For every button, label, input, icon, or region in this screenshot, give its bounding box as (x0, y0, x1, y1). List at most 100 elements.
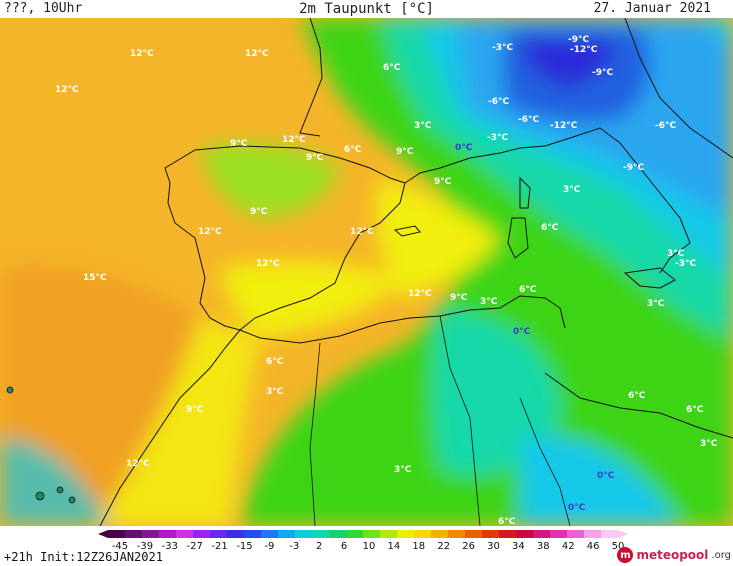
legend-tick-label: -45 (112, 541, 128, 552)
islands (6, 386, 76, 504)
temperature-label: 12°C (256, 259, 280, 269)
legend-max-arrow (618, 530, 628, 538)
color-swatch (108, 530, 126, 538)
temperature-label: 6°C (519, 285, 537, 295)
forecast-date: 27. Januar 2021 (593, 1, 711, 16)
legend-tick-label: 2 (316, 541, 322, 552)
temperature-label: 9°C (250, 207, 268, 217)
color-swatch (499, 530, 517, 538)
location-label: ???, 10Uhr (4, 1, 83, 16)
temperature-label: 12°C (408, 289, 432, 299)
temperature-label: 6°C (383, 63, 401, 73)
temperature-label: 9°C (230, 139, 248, 149)
temperature-label: -3°C (487, 133, 508, 143)
temperature-label: 3°C (700, 439, 718, 449)
logo-name: meteopool (636, 548, 709, 562)
color-swatch (193, 530, 211, 538)
temperature-label: 0°C (455, 143, 473, 153)
temperature-label: 12°C (282, 135, 306, 145)
temperature-label: 6°C (541, 223, 559, 233)
color-scale-bar (98, 530, 628, 538)
color-swatch (142, 530, 160, 538)
temperature-label: 3°C (414, 121, 432, 131)
color-swatch (550, 530, 568, 538)
legend-tick-label: 6 (341, 541, 347, 552)
legend-tick-label: -3 (289, 541, 299, 552)
coastlines (99, 18, 733, 526)
color-swatch (431, 530, 449, 538)
logo-mark-icon: m (617, 547, 634, 563)
color-swatch (397, 530, 415, 538)
temperature-label: -3°C (675, 259, 696, 269)
temperature-label: 9°C (396, 147, 414, 157)
color-swatch (210, 530, 228, 538)
legend-tick-label: -9 (264, 541, 274, 552)
temperature-labels: 12°C 12°C12°C6°C-3°C-9°C-12°C-9°C-6°C-6°C… (55, 35, 718, 526)
temperature-label: 9°C (306, 153, 324, 163)
dewpoint-map[interactable]: 12°C 12°C12°C6°C-3°C-9°C-12°C-9°C-6°C-6°C… (0, 18, 733, 526)
legend-tick-label: -39 (137, 541, 153, 552)
color-swatch (244, 530, 262, 538)
temperature-label: 12°C (350, 227, 374, 237)
color-scale-ticks: -45 -39 -33 -27 -21 -15 -9 -3 2 6 10 14 18 22 26 30 34 38… (112, 541, 625, 552)
color-swatch (533, 530, 551, 538)
map-title: 2m Taupunkt [°C] (299, 1, 434, 17)
legend-tick-label: 18 (412, 541, 425, 552)
legend-tick-label: -15 (236, 541, 252, 552)
legend-tick-label: 26 (462, 541, 475, 552)
temperature-label: 3°C (266, 387, 284, 397)
temperature-label: 9°C (450, 293, 468, 303)
color-swatch (278, 530, 296, 538)
legend-tick-label: 38 (537, 541, 550, 552)
legend-tick-label: 50 (612, 541, 625, 552)
legend-tick-label: 42 (562, 541, 575, 552)
temperature-label: 9°C (434, 177, 452, 187)
color-swatch (448, 530, 466, 538)
temperature-label: -9°C (568, 35, 589, 45)
temperature-label: 12°C (55, 85, 79, 95)
color-swatch (363, 530, 381, 538)
legend-min-arrow (98, 530, 108, 538)
dewpoint-field (0, 18, 733, 526)
temperature-label: 3°C (480, 297, 498, 307)
temperature-label: 3°C (394, 465, 412, 475)
color-swatch (516, 530, 534, 538)
temperature-label: 3°C (647, 299, 665, 309)
legend-tick-label: -21 (211, 541, 227, 552)
temperature-label: 12°C (245, 49, 269, 59)
color-swatch (312, 530, 330, 538)
legend-tick-label: 46 (587, 541, 600, 552)
temperature-label: -12°C (570, 45, 598, 55)
temperature-label: 6°C (686, 405, 704, 415)
temperature-label: -9°C (592, 68, 613, 78)
legend-tick-label: 34 (512, 541, 525, 552)
legend-tick-label: -27 (187, 541, 203, 552)
meteopool-logo[interactable]: m meteopool .org (617, 545, 731, 565)
color-swatch (176, 530, 194, 538)
temperature-label: 12°C (126, 459, 150, 469)
color-swatch (261, 530, 279, 538)
color-swatch (414, 530, 432, 538)
model-run-info: +21h Init:12Z26JAN2021 (4, 550, 163, 564)
temperature-label: -6°C (655, 121, 676, 131)
color-swatch (601, 530, 619, 538)
temperature-label: 0°C (513, 327, 531, 337)
legend-tick-label: 30 (487, 541, 500, 552)
color-scale-legend: -45 -39 -33 -27 -21 -15 -9 -3 2 6 10 14 18 22 26 30 34 38… (98, 530, 628, 552)
temperature-label: 12°C (198, 227, 222, 237)
color-swatch (159, 530, 177, 538)
color-swatch (567, 530, 585, 538)
temperature-label: -12°C (550, 121, 578, 131)
temperature-label: 6°C (498, 517, 516, 526)
legend-tick-label: 14 (388, 541, 401, 552)
temperature-label: -6°C (518, 115, 539, 125)
temperature-label: -6°C (488, 97, 509, 107)
temperature-label: 3°C (563, 185, 581, 195)
temperature-label: 9°C (186, 405, 204, 415)
temperature-label: 12°C (130, 49, 154, 59)
color-swatch (329, 530, 347, 538)
color-swatch (346, 530, 364, 538)
color-swatch (380, 530, 398, 538)
temperature-label: -9°C (623, 163, 644, 173)
color-swatch (295, 530, 313, 538)
